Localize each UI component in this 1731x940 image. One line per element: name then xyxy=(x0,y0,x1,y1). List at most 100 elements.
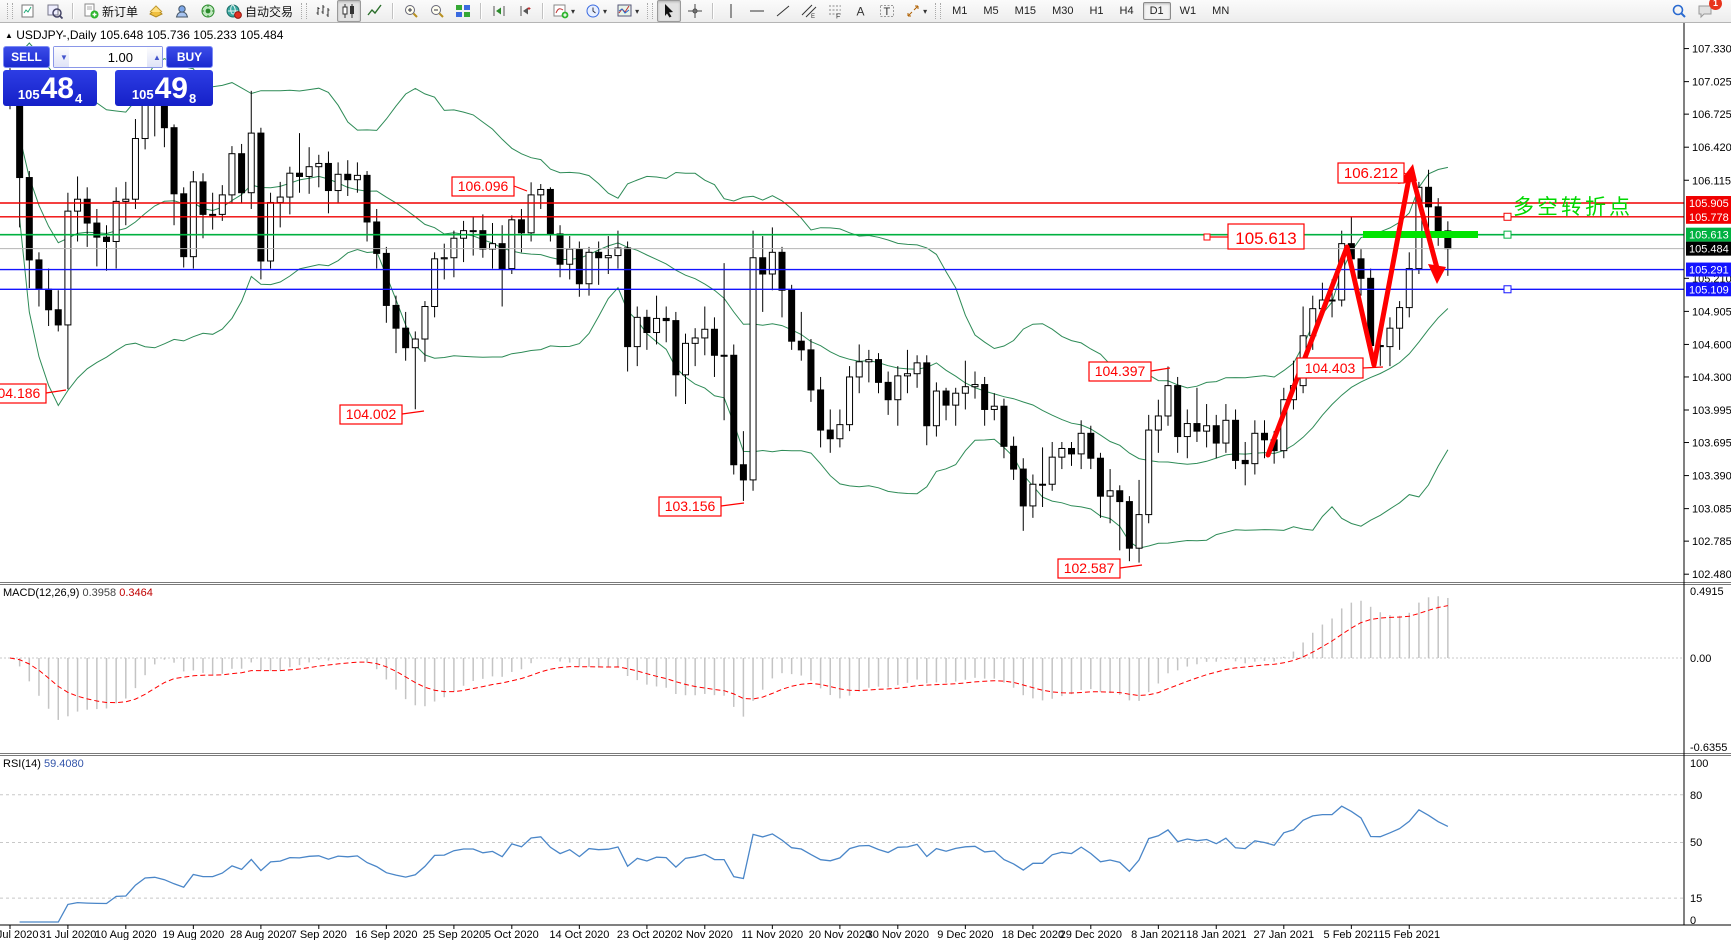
candlestick-icon[interactable] xyxy=(337,0,362,22)
hline-handle[interactable] xyxy=(1503,285,1512,294)
date-tick-label[interactable]: 14 Oct 2020 xyxy=(549,929,609,940)
date-tick-label[interactable]: 2 Nov 2020 xyxy=(677,929,733,940)
date-tick-label[interactable]: 20 Nov 2020 xyxy=(809,929,871,940)
date-tick-label[interactable]: 27 Jan 2021 xyxy=(1254,929,1315,940)
volume-decrease-button[interactable]: ▼ xyxy=(54,47,69,67)
price-badge-text: 105.109 xyxy=(1689,284,1729,296)
tab-timeframe-h4[interactable]: H4 xyxy=(1119,5,1134,17)
date-tick-label[interactable]: 18 Jan 2021 xyxy=(1186,929,1247,940)
chart-shift-icon[interactable] xyxy=(513,0,537,22)
date-tick-label[interactable]: 23 Oct 2020 xyxy=(617,929,677,940)
history-center-icon[interactable] xyxy=(144,0,168,22)
price-annotation-box[interactable] xyxy=(1296,357,1364,379)
date-tick-label[interactable]: 11 Nov 2020 xyxy=(742,929,804,940)
tab-timeframe-m30[interactable]: M30 xyxy=(1052,5,1074,17)
hline-handle[interactable] xyxy=(1503,212,1512,221)
turning-point-note[interactable]: 多空转折点 xyxy=(1513,196,1633,219)
hline-handle[interactable] xyxy=(1503,230,1512,239)
date-tick-label[interactable]: 18 Dec 2020 xyxy=(1002,929,1064,940)
price-annotation-box[interactable] xyxy=(1227,223,1305,250)
crosshair-icon[interactable] xyxy=(683,0,707,22)
tab-timeframe-m15[interactable]: M15 xyxy=(1014,5,1037,17)
tab-timeframe-d1[interactable]: D1 xyxy=(1142,2,1171,20)
new-order-button[interactable]: 新订单 xyxy=(79,0,142,22)
date-tick-label[interactable]: 9 Dec 2020 xyxy=(937,929,993,940)
date-tick-label[interactable]: 30 Nov 2020 xyxy=(867,929,929,940)
buy-button[interactable]: BUY xyxy=(166,46,213,68)
date-tick-label[interactable]: 23 Jul 2020 xyxy=(0,929,38,940)
text-icon[interactable]: A xyxy=(849,0,873,22)
cursor-icon[interactable] xyxy=(657,0,682,22)
chat-icon[interactable]: 1 xyxy=(1693,0,1722,22)
price-annotation-box[interactable] xyxy=(1057,558,1121,579)
candle-body xyxy=(1029,483,1037,507)
price-badge-text: 105.484 xyxy=(1689,244,1729,256)
fibonacci-icon[interactable]: F xyxy=(823,0,847,22)
support-highlight-bar[interactable] xyxy=(1363,231,1478,238)
price-tick-label: 102.480 xyxy=(1692,569,1731,581)
line-chart-icon[interactable] xyxy=(363,0,387,22)
price-annotation-box[interactable] xyxy=(1088,361,1152,382)
date-tick-label[interactable]: 16 Sep 2020 xyxy=(355,929,417,940)
price-annotation-box[interactable] xyxy=(658,496,722,517)
text-label-icon[interactable]: T xyxy=(875,0,899,22)
template-icon[interactable]: ▾ xyxy=(613,0,643,22)
volume-input[interactable] xyxy=(69,47,147,67)
add-indicator-icon[interactable]: ▾ xyxy=(549,0,579,22)
price-annotation-box[interactable] xyxy=(451,176,515,197)
trendline-icon[interactable] xyxy=(771,0,795,22)
zoom-out-icon[interactable] xyxy=(425,0,449,22)
channel-icon[interactable]: E xyxy=(797,0,821,22)
price-annotation-box[interactable] xyxy=(339,404,403,425)
arrows-icon[interactable]: ▾ xyxy=(901,0,931,22)
tab-timeframe-w1[interactable]: W1 xyxy=(1179,5,1197,17)
tab-timeframe-m1[interactable]: M1 xyxy=(952,5,968,17)
date-tick-label[interactable]: 7 Sep 2020 xyxy=(291,929,347,940)
price-annotation-box[interactable] xyxy=(1337,162,1405,184)
period-icon[interactable]: ▾ xyxy=(581,0,611,22)
toolbar-grip[interactable] xyxy=(7,3,13,19)
sell-button[interactable]: SELL xyxy=(3,46,50,68)
candle-body xyxy=(286,172,294,198)
volume-increase-button[interactable]: ▲ xyxy=(147,47,162,67)
date-tick-label[interactable]: 15 Feb 2021 xyxy=(1378,929,1440,940)
signals-icon[interactable] xyxy=(196,0,220,22)
tab-timeframe-mn[interactable]: MN xyxy=(1212,5,1230,17)
search-icon[interactable] xyxy=(1667,0,1691,22)
horizontal-line-icon[interactable] xyxy=(745,0,769,22)
candle-body xyxy=(701,328,709,339)
candle-body xyxy=(846,376,854,426)
date-tick-label[interactable]: 5 Feb 2021 xyxy=(1324,929,1380,940)
tab-timeframe-m5[interactable]: M5 xyxy=(983,5,999,17)
toolbar-grip[interactable] xyxy=(301,3,308,19)
vertical-line-icon[interactable] xyxy=(719,0,743,22)
zoom-in-icon[interactable] xyxy=(399,0,423,22)
toolbar-grip[interactable] xyxy=(935,3,942,19)
toolbar-grip[interactable] xyxy=(647,3,654,19)
annotation-handle[interactable] xyxy=(1203,233,1211,241)
toolbar-separator xyxy=(712,3,715,19)
date-tick-label[interactable]: 25 Sep 2020 xyxy=(423,929,485,940)
sell-price-display[interactable]: 105 48 4 xyxy=(3,70,98,106)
date-tick-label[interactable]: 19 Aug 2020 xyxy=(162,929,224,940)
price-tick-label: 103.390 xyxy=(1692,471,1731,483)
auto-scroll-icon[interactable] xyxy=(487,0,511,22)
auto-trading-button[interactable]: 自动交易 xyxy=(222,0,297,22)
date-tick-label[interactable]: 31 Jul 2020 xyxy=(39,929,96,940)
buy-price-display[interactable]: 105 49 8 xyxy=(115,70,213,106)
tile-windows-icon[interactable] xyxy=(451,0,475,22)
new-chart-icon[interactable] xyxy=(17,0,41,22)
date-tick-label[interactable]: 28 Aug 2020 xyxy=(230,929,292,940)
bar-chart-icon[interactable] xyxy=(311,0,335,22)
price-annotation-box[interactable] xyxy=(0,383,47,404)
profiles-icon[interactable] xyxy=(43,0,67,22)
tab-timeframe-h1[interactable]: H1 xyxy=(1089,5,1104,17)
date-tick-label[interactable]: 10 Aug 2020 xyxy=(95,929,157,940)
zigzag-arrow-line[interactable] xyxy=(1411,179,1440,271)
market-watch-icon[interactable] xyxy=(170,0,194,22)
date-tick-label[interactable]: 5 Oct 2020 xyxy=(485,929,539,940)
zigzag-arrow-line[interactable] xyxy=(1265,175,1412,458)
date-tick-label[interactable]: 8 Jan 2021 xyxy=(1131,929,1185,940)
date-tick-label[interactable]: 29 Dec 2020 xyxy=(1060,929,1122,940)
